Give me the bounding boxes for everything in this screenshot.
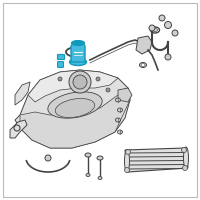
Ellipse shape (141, 64, 145, 66)
Ellipse shape (55, 98, 95, 118)
Circle shape (124, 168, 130, 172)
Ellipse shape (118, 130, 122, 134)
FancyBboxPatch shape (58, 62, 63, 67)
Ellipse shape (97, 156, 103, 160)
Circle shape (126, 150, 130, 154)
Circle shape (149, 25, 155, 31)
Circle shape (182, 148, 186, 152)
Ellipse shape (70, 58, 86, 66)
Ellipse shape (98, 176, 102, 180)
Circle shape (69, 71, 91, 93)
Circle shape (96, 77, 100, 81)
Ellipse shape (116, 118, 120, 122)
Polygon shape (15, 70, 130, 148)
Circle shape (182, 166, 188, 170)
Polygon shape (118, 88, 132, 102)
Ellipse shape (86, 173, 90, 176)
Circle shape (58, 77, 62, 81)
Ellipse shape (118, 108, 122, 112)
Ellipse shape (124, 150, 130, 172)
Ellipse shape (184, 147, 188, 169)
Circle shape (164, 21, 172, 28)
Polygon shape (10, 120, 27, 138)
Ellipse shape (72, 40, 84, 46)
Polygon shape (28, 70, 118, 102)
Polygon shape (125, 148, 188, 172)
Polygon shape (71, 42, 85, 62)
Ellipse shape (153, 28, 158, 31)
Ellipse shape (116, 98, 120, 102)
Ellipse shape (85, 153, 91, 157)
Ellipse shape (48, 92, 102, 118)
Polygon shape (20, 88, 130, 148)
Circle shape (45, 155, 51, 161)
Polygon shape (136, 36, 152, 54)
Circle shape (73, 75, 87, 89)
Circle shape (165, 54, 171, 60)
Circle shape (106, 88, 110, 92)
Circle shape (159, 15, 165, 21)
FancyBboxPatch shape (58, 54, 64, 60)
Circle shape (172, 30, 178, 36)
Polygon shape (15, 82, 30, 105)
Ellipse shape (140, 62, 146, 68)
